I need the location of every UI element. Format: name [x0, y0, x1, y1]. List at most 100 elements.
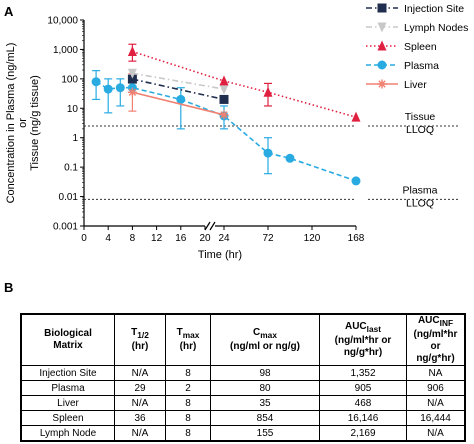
panel-label-b: B: [4, 280, 14, 295]
x-axis-title: Time (hr): [198, 249, 242, 261]
y-axis-title: Concentration in Plasma (ng/mL): [5, 43, 17, 204]
y-axis-title: Tissue (ng/g tissue): [29, 75, 41, 171]
table-cell: 155: [210, 425, 320, 442]
table-cell: 8: [165, 410, 211, 426]
data-point: [263, 86, 273, 97]
x-tick-label: 120: [304, 233, 321, 244]
table-cell: 8: [165, 395, 211, 411]
y-tick-label: 0.001: [53, 222, 78, 233]
table-cell: 80: [210, 380, 320, 396]
data-point: [91, 77, 101, 87]
header-t-half: T1/2 (hr): [114, 313, 166, 366]
table-header-row: Biological Matrix T1/2 (hr) Tmax (hr) Cmax(…: [20, 313, 466, 366]
table-cell: 905: [319, 380, 407, 396]
data-point: [263, 148, 273, 158]
table-cell: 8: [165, 425, 211, 442]
table-cell: NA: [406, 365, 466, 381]
lloq-label: LLOQ: [406, 124, 434, 136]
y-tick-label: 1,000: [53, 45, 78, 56]
table-cell: 2: [165, 380, 211, 396]
legend-marker: [377, 22, 387, 33]
x-tick-label: 72: [262, 233, 274, 244]
x-tick-label: 8: [130, 233, 136, 244]
table-row: Injection Site N/A 8 98 1,352 NA: [20, 365, 466, 381]
header-biological-matrix: Biological Matrix: [20, 313, 115, 366]
legend-label: Injection Site: [404, 3, 464, 15]
x-tick-label: 24: [218, 233, 230, 244]
x-tick-label: 4: [105, 233, 111, 244]
data-point: [219, 110, 229, 120]
x-tick-label: 0: [81, 233, 87, 244]
table-cell: 8: [165, 365, 211, 381]
data-point: [351, 111, 361, 122]
star-stroke: [128, 88, 137, 96]
table-cell: N/A: [114, 365, 166, 381]
legend-marker: [377, 40, 387, 51]
table-cell: Lymph Node: [20, 425, 115, 442]
y-tick-label: 10,000: [47, 16, 78, 27]
y-tick-label: 0.1: [64, 163, 78, 174]
lloq-label: LLOQ: [406, 197, 434, 209]
data-point: [127, 74, 137, 84]
data-point: [115, 83, 125, 93]
lloq-label: Plasma: [402, 184, 437, 196]
pk-table: Biological Matrix T1/2 (hr) Tmax (hr) Cmax(…: [20, 313, 466, 442]
data-point: [127, 68, 137, 79]
x-tick-label: 16: [175, 233, 187, 244]
lloq-label: Tissue: [405, 111, 436, 123]
table-cell: N/A: [114, 425, 166, 442]
y-tick-label: 1: [72, 133, 78, 144]
legend-label: Lymph Nodes: [404, 22, 468, 34]
data-point: [219, 94, 229, 104]
table-cell: 1,352: [319, 365, 407, 381]
legend-marker: [377, 3, 387, 13]
x-tick-label: 20: [199, 233, 211, 244]
y-tick-label: 100: [61, 74, 78, 85]
table-cell: 35: [210, 395, 320, 411]
data-point: [127, 87, 137, 97]
legend-label: Plasma: [404, 60, 439, 72]
table-row: Liver N/A 8 35 468 N/A: [20, 395, 466, 411]
table-cell: 854: [210, 410, 320, 426]
legend-marker: [377, 60, 387, 70]
table-cell: Injection Site: [20, 365, 115, 381]
legend-label: Liver: [404, 79, 427, 91]
table-row: Lymph Node N/A 8 155 2,169 N/A: [20, 425, 466, 442]
axis-break-mark: [204, 221, 211, 231]
header-aucinf: AUCINF (ng/ml*hr or ng/g*hr): [406, 313, 466, 366]
series-line-lymph-nodes: [132, 72, 225, 90]
legend-label: Spleen: [404, 41, 437, 53]
panel-label-a: A: [4, 4, 14, 19]
header-tmax: Tmax (hr): [165, 313, 211, 366]
table-cell: 906: [406, 380, 466, 396]
series-line-spleen: [132, 50, 357, 118]
y-axis-title: or: [17, 118, 29, 128]
star-stroke: [378, 80, 386, 88]
table-cell: N/A: [114, 395, 166, 411]
star-stroke: [220, 111, 228, 119]
table-body: Injection Site N/A 8 98 1,352 NA Plasma 29 2 80 90…: [20, 365, 466, 442]
header-auclast: AUClast (ng/ml*hr or ng/g*hr): [319, 313, 407, 366]
series-line-liver: [132, 91, 225, 116]
data-point: [219, 84, 229, 95]
x-tick-label: 168: [348, 233, 365, 244]
axis-break-mark: [209, 221, 216, 231]
x-tick-label: 12: [151, 233, 163, 244]
table-cell: N/A: [406, 395, 466, 411]
header-cmax: Cmax (ng/ml or ng/g): [210, 313, 320, 366]
table-cell: Liver: [20, 395, 115, 411]
table-cell: Plasma: [20, 380, 115, 396]
legend-marker: [377, 79, 387, 89]
data-point: [219, 75, 229, 86]
table-cell: 468: [319, 395, 407, 411]
y-tick-label: 10: [67, 104, 79, 115]
table-row: Plasma 29 2 80 905 906: [20, 380, 466, 396]
table-cell: Spleen: [20, 410, 115, 426]
table-cell: 29: [114, 380, 166, 396]
table-cell: 16,146: [319, 410, 407, 426]
data-point: [103, 84, 113, 94]
data-point: [351, 176, 361, 186]
table-cell: 36: [114, 410, 166, 426]
series-line-injection-site: [132, 78, 225, 101]
